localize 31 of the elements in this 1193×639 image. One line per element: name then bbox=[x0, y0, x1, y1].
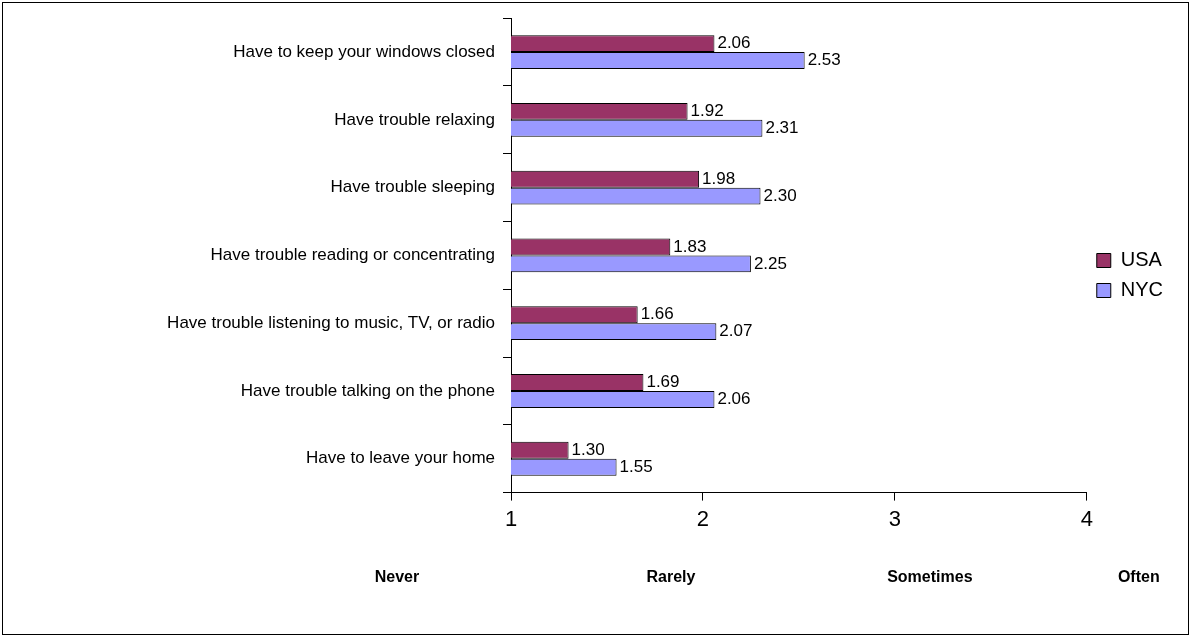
data-label: 2.31 bbox=[765, 118, 799, 138]
data-label: 1.83 bbox=[673, 236, 707, 256]
data-label: 2.25 bbox=[753, 253, 787, 273]
data-label: 1.92 bbox=[690, 101, 724, 121]
data-label: 2.06 bbox=[717, 389, 751, 409]
y-tick-label: Have to leave your home bbox=[306, 448, 495, 468]
text: Rarely bbox=[646, 568, 696, 586]
data-label: 1.98 bbox=[702, 168, 736, 188]
y-tick-label: Have to keep your windows closed bbox=[233, 41, 495, 61]
legend-label: NYC bbox=[1120, 278, 1164, 301]
x-tick-label: 1 bbox=[504, 505, 518, 531]
data-label: 2.30 bbox=[763, 185, 797, 205]
data-label: 1.55 bbox=[619, 456, 653, 476]
data-label: 2.53 bbox=[807, 50, 841, 70]
y-tick-label: Have trouble relaxing bbox=[334, 109, 495, 129]
x-tick-label: 2 bbox=[696, 505, 710, 531]
y-tick-label: Have trouble talking on the phone bbox=[240, 380, 495, 400]
y-tick-label: Have trouble sleeping bbox=[330, 177, 495, 197]
x-tick-label: 4 bbox=[1080, 505, 1093, 531]
text: Never bbox=[374, 568, 420, 586]
data-label: 2.06 bbox=[717, 33, 751, 53]
data-label: 2.07 bbox=[719, 321, 753, 341]
x-tick-label: 3 bbox=[888, 505, 901, 531]
text: Often bbox=[1117, 568, 1160, 586]
legend-label: USA bbox=[1120, 248, 1163, 271]
y-tick-label: Have trouble reading or concentrating bbox=[210, 245, 495, 265]
data-label: 1.30 bbox=[571, 439, 605, 459]
y-tick-label: Have trouble listening to music, TV, or radio bbox=[167, 312, 495, 332]
data-label: 1.66 bbox=[640, 304, 674, 324]
text: Sometimes bbox=[887, 568, 973, 586]
data-label: 1.69 bbox=[646, 372, 680, 392]
